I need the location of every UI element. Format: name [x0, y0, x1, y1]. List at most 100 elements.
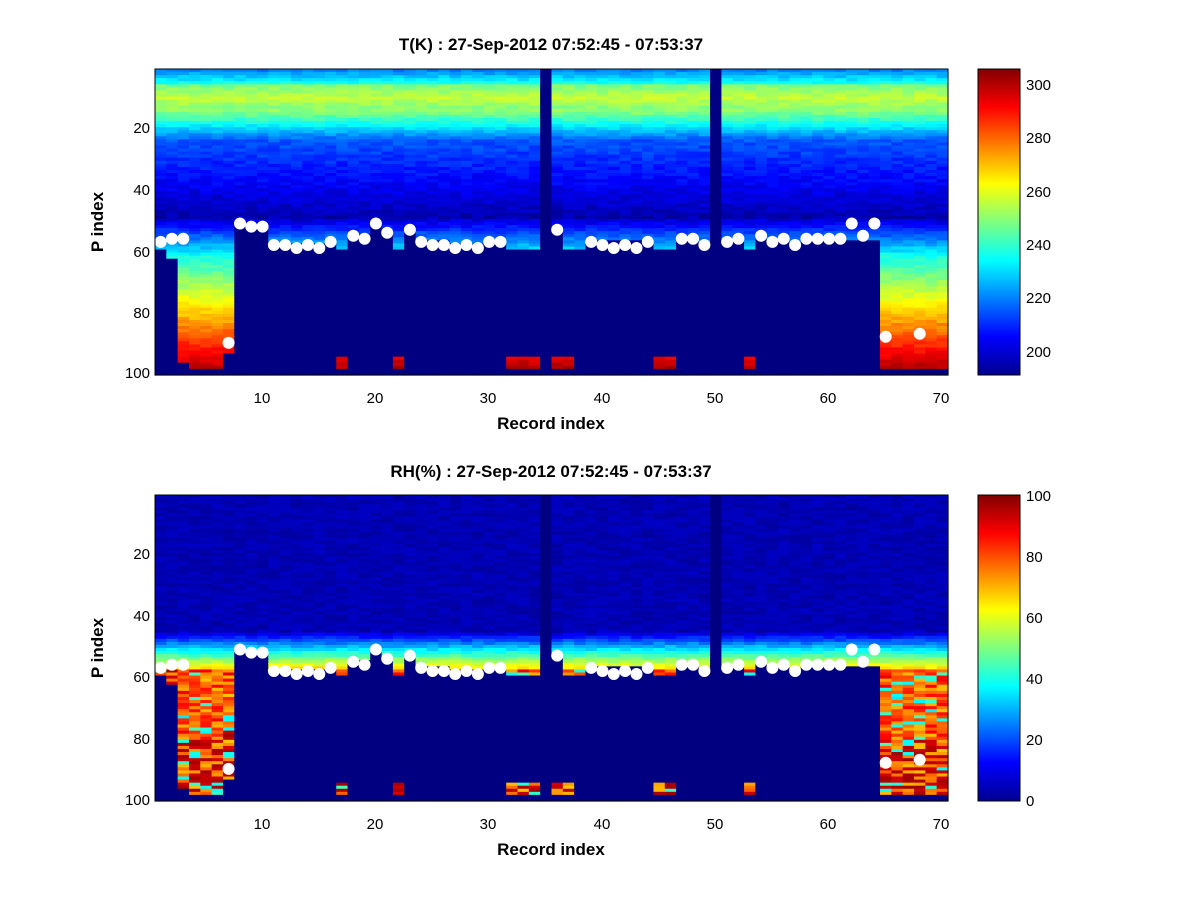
heatmap-cell	[313, 127, 326, 131]
heatmap-cell	[211, 313, 224, 318]
heatmap-cell	[630, 206, 643, 211]
heatmap-cell	[630, 78, 643, 82]
heatmap-cell	[687, 295, 700, 300]
heatmap-cell	[653, 130, 666, 134]
heatmap-cell	[256, 127, 269, 131]
heatmap-cell	[460, 179, 473, 183]
heatmap-cell	[483, 197, 496, 202]
heatmap-cell	[155, 289, 167, 293]
heatmap-cell	[562, 356, 575, 361]
heatmap-cell	[358, 365, 371, 370]
heatmap-cell	[540, 322, 553, 327]
heatmap-cell	[596, 188, 609, 192]
heatmap-cell	[426, 338, 439, 342]
heatmap-cell	[392, 81, 405, 85]
heatmap-cell	[585, 353, 598, 358]
heatmap-cell	[404, 69, 417, 73]
heatmap-cell	[562, 222, 575, 226]
heatmap-cell	[177, 197, 190, 202]
heatmap-cell	[687, 286, 700, 290]
heatmap-cell	[234, 347, 247, 352]
heatmap-cell	[494, 322, 507, 327]
heatmap-cell	[642, 72, 655, 76]
heatmap-cell	[642, 356, 655, 361]
heatmap-cell	[698, 307, 711, 312]
heatmap-cell	[404, 350, 417, 355]
heatmap-cell	[404, 99, 417, 104]
heatmap-cell	[698, 215, 711, 220]
heatmap-cell	[324, 136, 337, 140]
heatmap-cell	[404, 313, 417, 318]
heatmap-cell	[472, 264, 485, 269]
heatmap-cell	[528, 359, 541, 364]
heatmap-cell	[664, 289, 677, 293]
heatmap-cell	[256, 87, 269, 92]
heatmap-cell	[336, 249, 349, 254]
heatmap-cell	[415, 166, 428, 171]
heatmap-cell	[177, 111, 190, 116]
heatmap-cell	[222, 212, 235, 217]
heatmap-cell	[166, 133, 179, 137]
heatmap-cell	[562, 203, 575, 208]
heatmap-cell	[528, 267, 541, 272]
heatmap-cell	[596, 185, 609, 189]
heatmap-cell	[562, 347, 575, 352]
heatmap-cell	[268, 356, 281, 361]
heatmap-cell	[438, 316, 451, 321]
heatmap-cell	[551, 179, 564, 183]
heatmap-cell	[279, 353, 292, 358]
heatmap-cell	[596, 313, 609, 318]
heatmap-cell	[653, 246, 666, 251]
heatmap-cell	[302, 298, 315, 303]
heatmap-cell	[653, 154, 666, 159]
heatmap-cell	[256, 270, 269, 275]
heatmap-cell	[268, 145, 281, 150]
heatmap-cell	[608, 203, 621, 208]
heatmap-cell	[211, 322, 224, 327]
heatmap-cell	[188, 154, 201, 159]
heatmap-cell	[336, 283, 349, 287]
heatmap-cell	[234, 344, 247, 349]
heatmap-cell	[574, 151, 587, 156]
heatmap-cell	[279, 176, 292, 180]
heatmap-cell	[449, 270, 462, 275]
heatmap-cell	[155, 365, 167, 370]
heatmap-cell	[336, 75, 349, 79]
heatmap-cell	[506, 267, 519, 272]
heatmap-cell	[279, 341, 292, 345]
heatmap-cell	[222, 258, 235, 263]
heatmap-column-19	[358, 69, 371, 376]
heatmap-cell	[653, 117, 666, 122]
heatmap-cell	[540, 295, 553, 300]
heatmap-cell	[290, 289, 303, 293]
heatmap-cell	[494, 151, 507, 156]
heatmap-cell	[415, 182, 428, 186]
heatmap-cell	[528, 69, 541, 73]
heatmap-cell	[200, 301, 213, 306]
heatmap-cell	[415, 310, 428, 315]
heatmap-cell	[313, 145, 326, 150]
heatmap-cell	[540, 69, 553, 73]
heatmap-cell	[619, 310, 632, 315]
heatmap-cell	[200, 157, 213, 162]
heatmap-cell	[166, 277, 179, 281]
heatmap-cell	[562, 93, 575, 98]
heatmap-cell	[630, 117, 643, 122]
heatmap-cell	[404, 191, 417, 196]
heatmap-cell	[472, 218, 485, 223]
heatmap-cell	[415, 102, 428, 107]
heatmap-cell	[177, 130, 190, 134]
heatmap-cell	[426, 191, 439, 196]
heatmap-cell	[290, 191, 303, 196]
heatmap-cell	[619, 114, 632, 119]
heatmap-cell	[200, 93, 213, 98]
heatmap-cell	[256, 234, 269, 238]
heatmap-cell	[166, 157, 179, 162]
heatmap-cell	[676, 72, 689, 76]
heatmap-cell	[426, 139, 439, 144]
heatmap-cell	[562, 365, 575, 370]
heatmap-cell	[449, 194, 462, 199]
heatmap-cell	[290, 133, 303, 137]
heatmap-cell	[313, 292, 326, 297]
heatmap-cell	[245, 145, 258, 150]
